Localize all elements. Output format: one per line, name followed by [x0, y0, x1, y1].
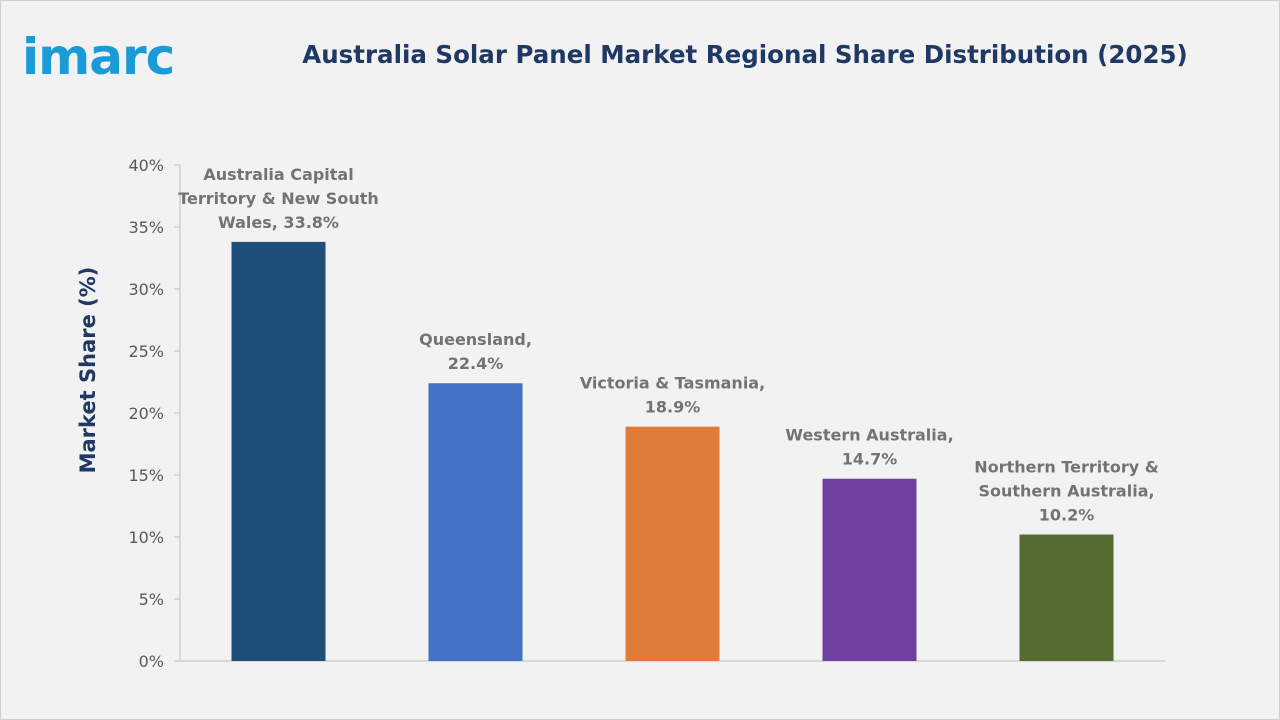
y-tick-label: 35%	[128, 218, 164, 237]
logo-text: imarc	[22, 28, 174, 84]
data-label: Queensland, 22.4%	[419, 330, 532, 373]
y-tick-label: 0%	[139, 652, 164, 671]
imarc-logo: imarc	[22, 28, 175, 84]
bar	[1019, 534, 1114, 661]
y-tick-label: 25%	[128, 342, 164, 361]
data-label: Northern Territory & Southern Australia, 1…	[974, 458, 1158, 525]
y-tick-label: 20%	[128, 404, 164, 423]
bar	[231, 241, 326, 661]
data-label: Victoria & Tasmania, 18.9%	[580, 374, 765, 417]
y-tick-label: 15%	[128, 466, 164, 485]
bar	[822, 478, 917, 661]
data-label: Western Australia, 14.7%	[785, 426, 953, 469]
y-tick-label: 10%	[128, 528, 164, 547]
y-tick-label: 40%	[128, 156, 164, 175]
bar	[428, 383, 523, 661]
y-tick-label: 30%	[128, 280, 164, 299]
y-tick-label: 5%	[139, 590, 164, 609]
data-label: Australia Capital Territory & New South Wa…	[178, 165, 379, 232]
bar	[625, 426, 720, 661]
chart-title: Australia Solar Panel Market Regional Sh…	[302, 40, 1188, 69]
